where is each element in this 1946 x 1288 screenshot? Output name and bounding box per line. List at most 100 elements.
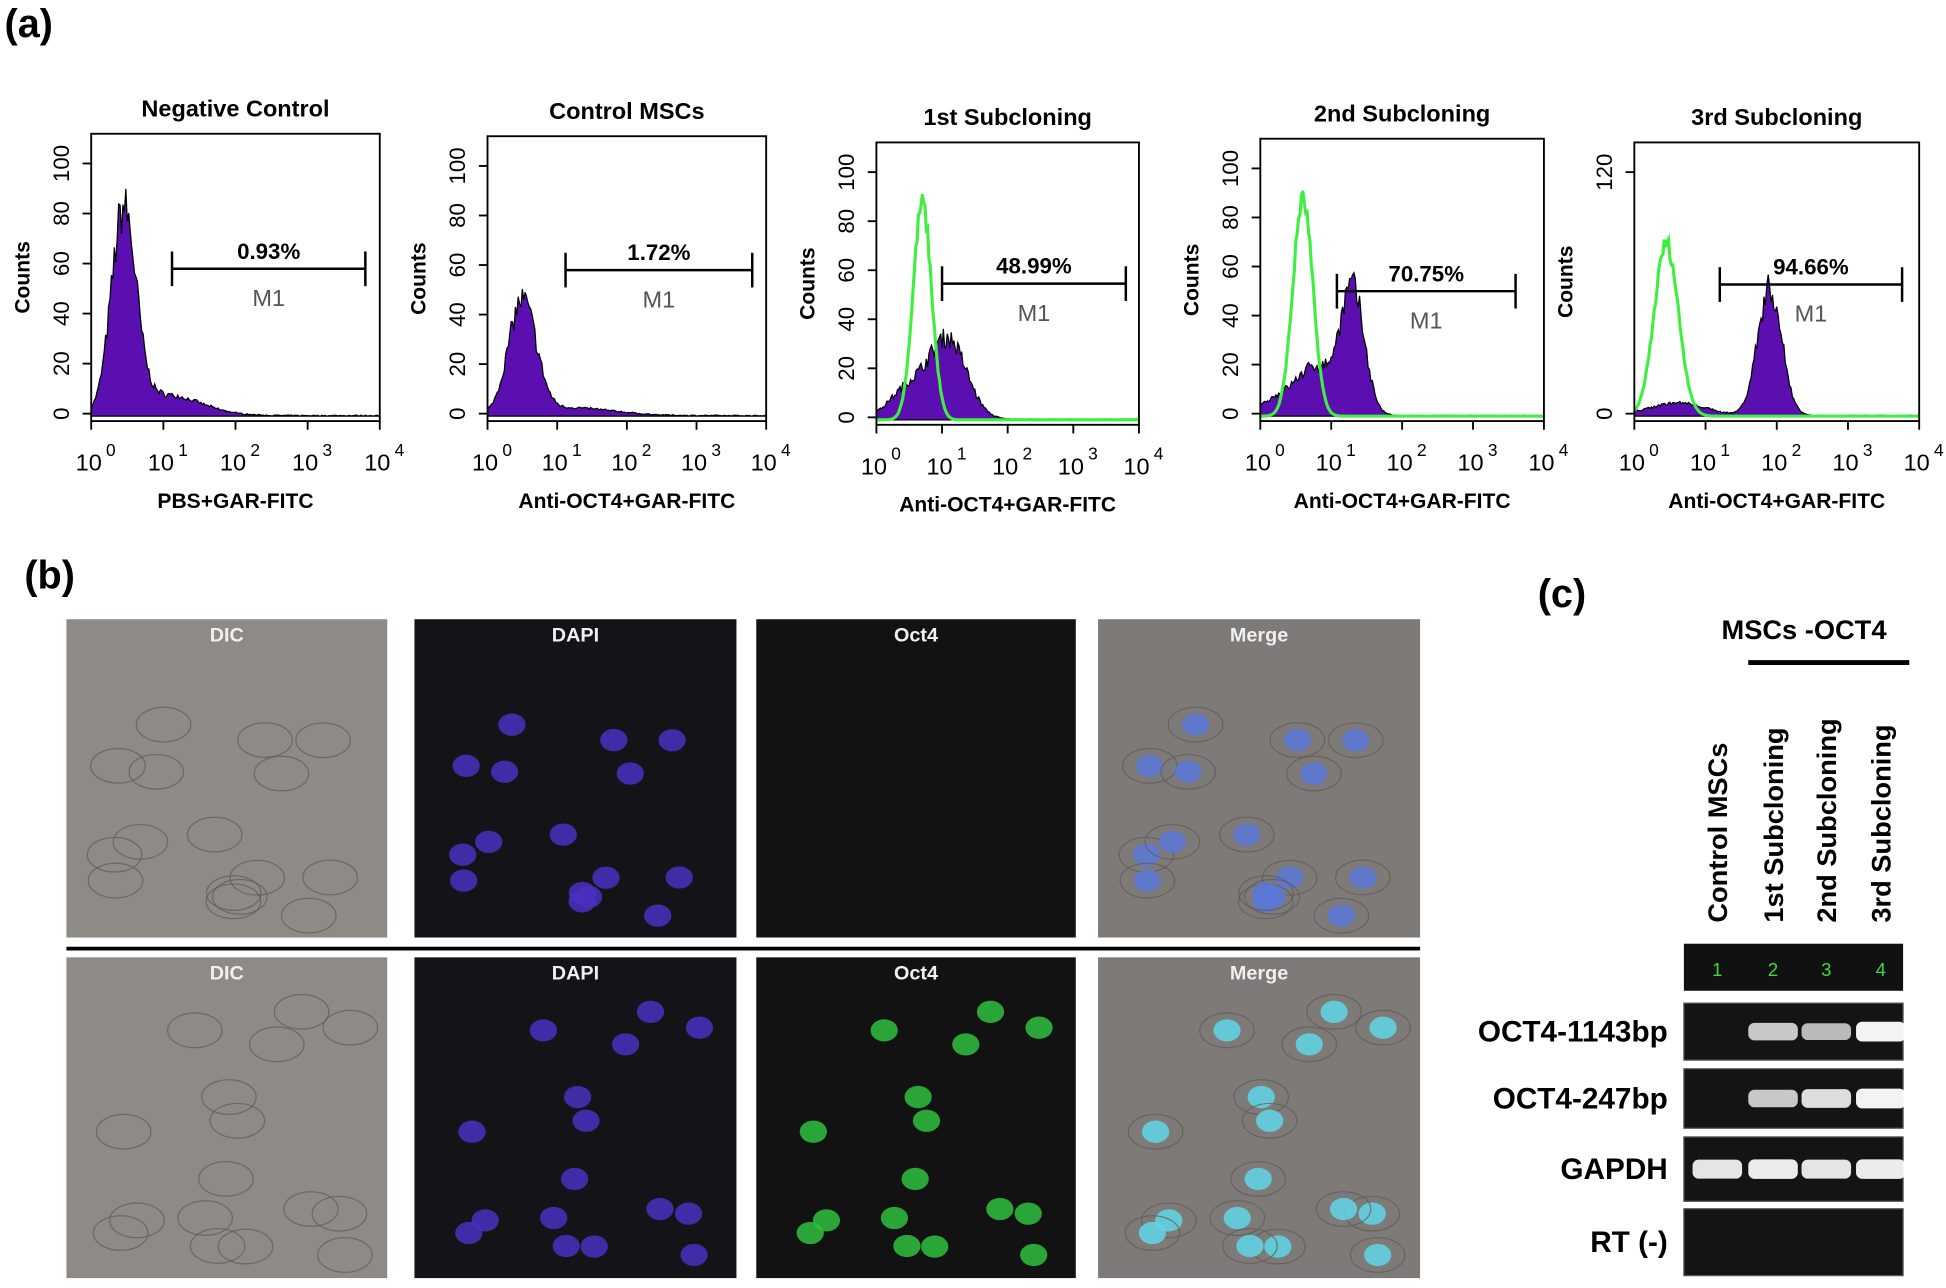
- cell: [248, 1026, 305, 1063]
- x-tick-base: 10: [1123, 453, 1149, 479]
- channel-label: DIC: [210, 963, 244, 985]
- nucleus: [1276, 866, 1304, 889]
- gel-strip: [1683, 1208, 1904, 1277]
- gate-percent: 1.72%: [627, 240, 690, 265]
- x-tick-base: 10: [1058, 453, 1084, 479]
- x-axis-label: Anti-OCT4+GAR-FITC: [518, 490, 735, 513]
- cell: [1334, 859, 1391, 896]
- cell: [112, 823, 169, 860]
- cell: [1230, 1160, 1287, 1197]
- cell: [167, 1012, 223, 1049]
- y-axis-label: Counts: [408, 242, 431, 314]
- cell: [211, 878, 268, 915]
- nucleus: [685, 1016, 714, 1039]
- gel-band: [1801, 1089, 1852, 1108]
- cell: [1261, 859, 1318, 896]
- cell: [1241, 1102, 1298, 1139]
- gate-label: M1: [643, 286, 676, 312]
- nucleus: [1320, 1000, 1348, 1023]
- micrograph: [756, 619, 1076, 938]
- cell: [280, 897, 337, 934]
- x-tick-exponent: 2: [1792, 440, 1802, 460]
- cell: [1199, 1012, 1255, 1049]
- nucleus: [636, 1000, 665, 1023]
- lane-number: 1: [1712, 959, 1722, 980]
- cell: [1222, 1228, 1278, 1264]
- nucleus: [1020, 1243, 1048, 1267]
- gel-band: [1856, 1159, 1906, 1179]
- y-tick-label: 0: [1218, 407, 1243, 419]
- cell: [1286, 755, 1342, 792]
- group-label: MSCs -OCT4: [1722, 614, 1887, 645]
- nucleus: [563, 1085, 592, 1109]
- y-tick-label: 0: [445, 407, 470, 419]
- x-tick-exponent: 3: [1863, 440, 1873, 460]
- nucleus: [1025, 1016, 1053, 1039]
- cell: [205, 883, 262, 920]
- y-tick-label: 20: [445, 352, 470, 377]
- nucleus: [680, 1243, 708, 1267]
- cell: [283, 1191, 339, 1228]
- y-tick-label: 100: [445, 147, 470, 184]
- cell: [302, 859, 359, 896]
- x-tick-exponent: 4: [781, 440, 791, 460]
- x-tick-exponent: 0: [502, 440, 512, 460]
- nucleus: [665, 866, 693, 889]
- nucleus: [452, 754, 480, 777]
- plot-title: 1st Subcloning: [923, 104, 1092, 130]
- x-tick-exponent: 3: [1488, 440, 1498, 460]
- cell: [135, 706, 192, 743]
- x-tick-exponent: 2: [250, 440, 260, 460]
- x-tick-base: 10: [1316, 450, 1342, 476]
- nucleus: [646, 1197, 674, 1221]
- x-tick-exponent: 4: [1559, 440, 1569, 460]
- nucleus: [1264, 1235, 1292, 1258]
- x-tick-exponent: 0: [1649, 440, 1659, 460]
- channel-label: Merge: [1230, 963, 1288, 985]
- nucleus: [549, 823, 577, 846]
- x-tick-exponent: 1: [957, 443, 967, 463]
- y-tick-label: 40: [49, 301, 74, 326]
- lane-number: 4: [1876, 959, 1886, 980]
- gate-percent: 0.93%: [237, 239, 300, 264]
- cell: [1219, 816, 1275, 853]
- nucleus: [1174, 760, 1202, 783]
- cell: [128, 753, 185, 790]
- nucleus: [1158, 830, 1186, 854]
- lane-label: Control MSCs: [1702, 743, 1733, 923]
- nucleus: [458, 1120, 486, 1143]
- cell: [1144, 823, 1201, 860]
- nucleus: [490, 760, 519, 783]
- gate-label: M1: [1795, 301, 1828, 327]
- cell: [1269, 722, 1326, 759]
- nucleus: [912, 1109, 941, 1132]
- x-tick-exponent: 2: [1023, 443, 1033, 463]
- x-tick-base: 10: [611, 450, 637, 476]
- x-tick-base: 10: [148, 450, 174, 476]
- nucleus: [455, 1221, 483, 1245]
- y-tick-label: 40: [1218, 303, 1243, 328]
- gel-band: [1801, 1159, 1852, 1179]
- nucleus: [1141, 1120, 1170, 1143]
- nucleus: [600, 728, 628, 752]
- nucleus: [1300, 762, 1328, 785]
- x-tick-base: 10: [1528, 450, 1554, 476]
- lane-number: 2: [1768, 959, 1778, 980]
- gel-band: [1748, 1159, 1798, 1179]
- x-tick-base: 10: [1457, 450, 1483, 476]
- x-tick-exponent: 1: [1720, 440, 1730, 460]
- nucleus: [904, 1085, 932, 1109]
- x-tick-base: 10: [1904, 450, 1930, 476]
- nucleus: [799, 1120, 827, 1143]
- cell: [1209, 1200, 1266, 1236]
- cell: [1167, 706, 1224, 743]
- nucleus: [498, 713, 526, 736]
- gel-band: [1692, 1159, 1743, 1179]
- cell: [209, 1102, 266, 1139]
- x-tick-base: 10: [472, 450, 498, 476]
- gel-band: [1856, 1021, 1906, 1042]
- nucleus: [1138, 1221, 1167, 1245]
- channel-label: DAPI: [552, 963, 599, 985]
- cell: [1315, 1191, 1372, 1228]
- nucleus: [901, 1167, 929, 1191]
